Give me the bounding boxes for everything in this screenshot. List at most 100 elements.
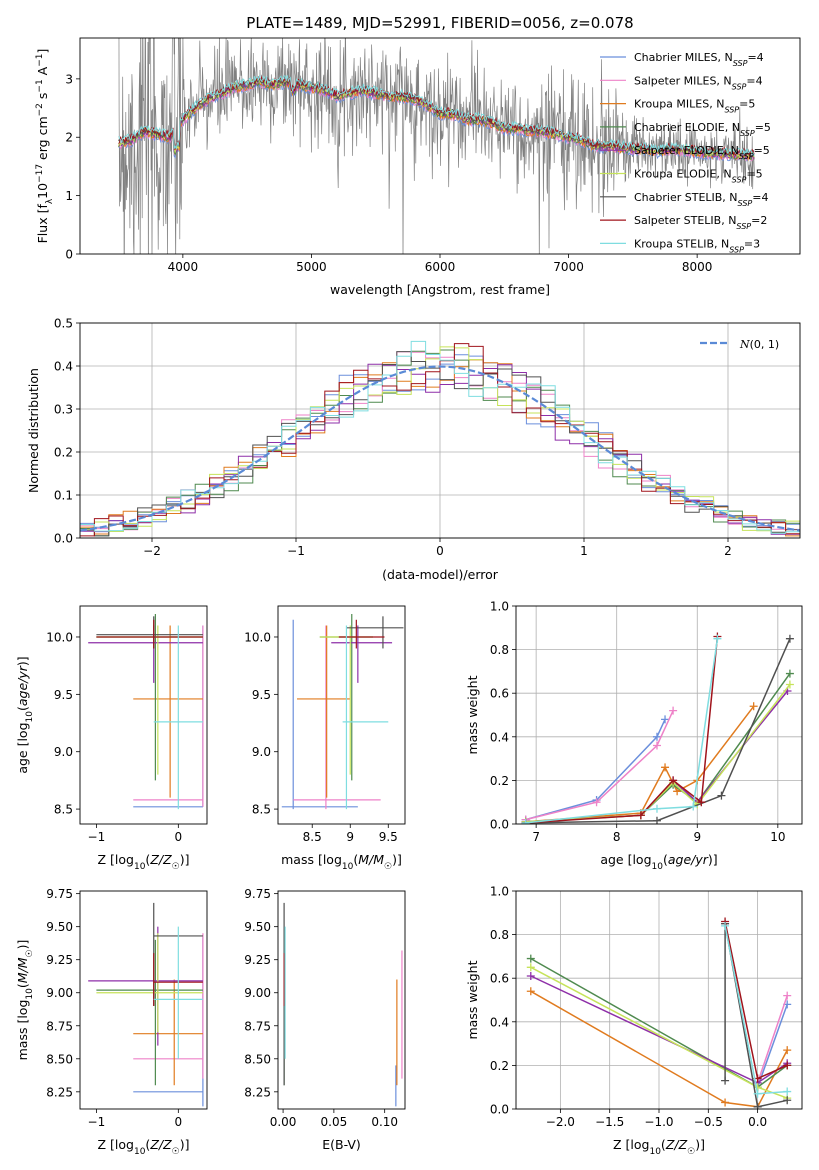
y-axis-label: Flux [fλ10−17 erg cm−2 s−1 A−1] bbox=[35, 49, 55, 244]
legend-entry: Kroupa STELIB, NSSP=3 bbox=[634, 237, 760, 254]
legend-entry: Kroupa ELODIE, NSSP=5 bbox=[634, 168, 763, 185]
ytick-label: 9.00 bbox=[46, 986, 73, 1000]
label-part: A bbox=[35, 66, 50, 79]
weight-line bbox=[724, 921, 788, 1080]
ytick-label: 10.0 bbox=[46, 630, 73, 644]
legend-entry: Salpeter ELODIE, NSSP=5 bbox=[634, 144, 770, 161]
legend-entry: Salpeter MILES, NSSP=4 bbox=[634, 74, 763, 91]
weight-marker bbox=[661, 763, 670, 772]
ytick-label: 0.3 bbox=[54, 403, 73, 417]
ytick-label: 1.0 bbox=[490, 600, 509, 614]
legend-entry: Salpeter STELIB, NSSP=2 bbox=[634, 214, 767, 231]
weight-marker bbox=[721, 1076, 730, 1085]
label-part: ( bbox=[145, 1137, 150, 1152]
axes-frame bbox=[79, 322, 801, 539]
label-part: ( bbox=[353, 852, 358, 867]
weight-marker bbox=[783, 1096, 792, 1105]
label-part: )] bbox=[180, 1137, 190, 1152]
xtick-label: 1 bbox=[580, 544, 588, 558]
label-part: ☉ bbox=[25, 949, 35, 957]
model-spectrum bbox=[118, 75, 755, 156]
ytick-label: 9.25 bbox=[244, 953, 271, 967]
ytick-label: 0.2 bbox=[490, 1059, 509, 1073]
weight-line bbox=[530, 990, 788, 1108]
label-part: )] bbox=[695, 1137, 705, 1152]
xtick-label: 8.5 bbox=[303, 830, 322, 844]
label-part: ☉ bbox=[172, 862, 180, 872]
weight-marker bbox=[592, 798, 601, 807]
ytick-label: 0.4 bbox=[490, 1015, 509, 1029]
weight-marker bbox=[721, 921, 730, 930]
xtick-label: 9 bbox=[346, 830, 354, 844]
x-axis-label: wavelength [Angstrom, rest frame] bbox=[330, 282, 550, 297]
weight-marker bbox=[673, 787, 682, 796]
y-axis-label: mass [log10(M/M☉)] bbox=[15, 940, 35, 1061]
legend-entry: Chabrier ELODIE, NSSP=5 bbox=[634, 121, 771, 138]
xtick-label: −1.5 bbox=[595, 1115, 624, 1129]
weight-marker bbox=[661, 715, 670, 724]
ytick-label: 8.75 bbox=[244, 1019, 271, 1033]
ytick-label: 9.5 bbox=[54, 688, 73, 702]
ytick-label: 0.4 bbox=[54, 360, 73, 374]
weight-line bbox=[525, 710, 674, 821]
weight-marker bbox=[526, 987, 535, 996]
plot-area bbox=[88, 902, 204, 1107]
legend-sub: SSP bbox=[732, 82, 747, 91]
legend-count: =5 bbox=[754, 144, 770, 157]
label-part: ☉ bbox=[172, 1147, 180, 1157]
legend-sub: SSP bbox=[739, 152, 754, 161]
legend-name: Kroupa ELODIE, N bbox=[634, 168, 732, 181]
label-part: M/M bbox=[358, 852, 384, 867]
label-part: age [log bbox=[600, 852, 651, 867]
label-part: −2 bbox=[35, 103, 45, 116]
ytick-label: 8.5 bbox=[252, 803, 271, 817]
plot-area bbox=[118, 38, 756, 254]
label-part: age [log bbox=[15, 722, 30, 773]
label-part: 10 bbox=[652, 862, 664, 872]
label-part: ] bbox=[35, 49, 50, 54]
axes-frame bbox=[515, 605, 803, 825]
weight-marker bbox=[713, 634, 722, 643]
xtick-label: −1.0 bbox=[644, 1115, 673, 1129]
label-part: 10 bbox=[649, 1147, 661, 1157]
y-axis-label: Normed distribution bbox=[26, 368, 41, 493]
legend-sub: SSP bbox=[733, 59, 748, 68]
weight-marker bbox=[669, 776, 678, 785]
ytick-label: 0.6 bbox=[490, 972, 509, 986]
legend-sub: SSP bbox=[724, 105, 739, 114]
xtick-label: 9.5 bbox=[379, 830, 398, 844]
legend-name: Salpeter STELIB, N bbox=[634, 214, 736, 227]
label-part: ( bbox=[663, 852, 668, 867]
axes-residuals: −2 −1 0 1 2 0.0 0.1 0.2 0.3 0.4 0.5 (data-model)/er… bbox=[26, 317, 801, 582]
weight-marker bbox=[783, 991, 792, 1000]
ytick-label: 0.6 bbox=[490, 687, 509, 701]
axes-frame bbox=[277, 890, 406, 1110]
ytick-label: 9.75 bbox=[244, 887, 271, 901]
weight-marker bbox=[652, 741, 661, 750]
x-axis-label: (data-model)/error bbox=[382, 567, 499, 582]
weight-line bbox=[525, 638, 791, 824]
axes-frame bbox=[515, 890, 803, 1110]
label-part: )] bbox=[708, 852, 718, 867]
weight-marker bbox=[526, 954, 535, 963]
plot-area bbox=[80, 340, 800, 537]
axes-weight-vs-Z: −2.0 −1.5 −1.0 −0.5 0.0 0.0 0.2 0.4 0.6 0.8 1.0 Z [… bbox=[465, 885, 803, 1157]
plot-area bbox=[283, 902, 403, 1107]
ytick-label: 8.5 bbox=[54, 803, 73, 817]
y-axis-label: mass weight bbox=[465, 675, 480, 754]
label-part: ( bbox=[15, 983, 30, 988]
grid bbox=[516, 605, 802, 825]
label-part: E(B-V) bbox=[322, 1137, 361, 1152]
ytick-label: 0.5 bbox=[54, 317, 73, 331]
ytick-label: 0 bbox=[65, 248, 73, 262]
ytick-label: 9.5 bbox=[252, 688, 271, 702]
xtick-label: −1 bbox=[88, 1115, 106, 1129]
xtick-label: 6000 bbox=[425, 260, 456, 274]
xtick-label: 0.00 bbox=[270, 1115, 297, 1129]
plot-area bbox=[88, 614, 204, 810]
weight-marker bbox=[721, 1098, 730, 1107]
legend-name: Salpeter ELODIE, N bbox=[634, 144, 739, 157]
ytick-label: 8.50 bbox=[46, 1052, 73, 1066]
label-part: )] bbox=[15, 940, 30, 950]
weight-marker bbox=[783, 1061, 792, 1070]
